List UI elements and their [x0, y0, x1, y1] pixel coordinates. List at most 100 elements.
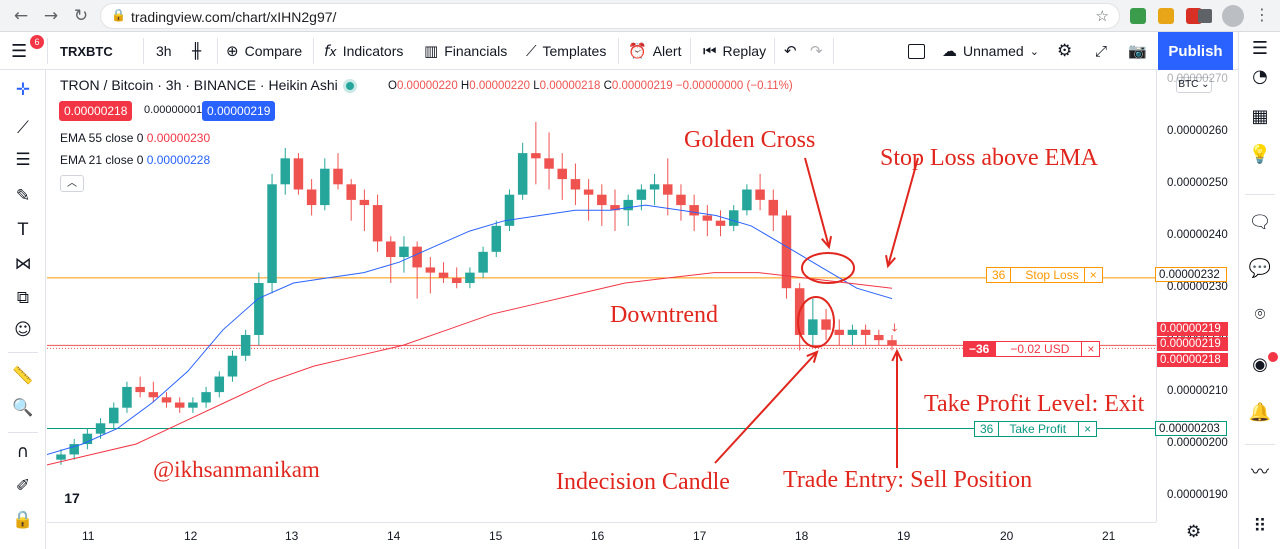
indicators-button[interactable]: fx Indicators	[324, 42, 404, 60]
candle-body	[227, 355, 238, 377]
magnet-icon[interactable]: ∩	[16, 442, 30, 462]
alert-button[interactable]: ⏰ Alert	[628, 42, 682, 60]
layout-name-button[interactable]: ☁ Unnamed ⌄	[942, 42, 1039, 60]
chat-icon[interactable]: 🗨	[1248, 212, 1272, 233]
live-stream-icon[interactable]: ◉	[1252, 354, 1268, 375]
indecision-candle-circle	[797, 296, 835, 348]
undo-icon[interactable]: ↶	[784, 42, 797, 60]
profile-avatar[interactable]	[1222, 5, 1244, 27]
bell-icon[interactable]: 🔔	[1248, 402, 1272, 423]
drag-handle-icon[interactable]: ⠿	[1253, 516, 1267, 537]
take-profit-close-icon[interactable]: ×	[1079, 421, 1098, 437]
drawing-toolbar: ✛ ⟋ ☰ ✎ T ⋈ ⧉ ☺ 📏 🔍 ∩ ✐ 🔒	[0, 70, 46, 549]
cloud-icon: ☁	[942, 42, 957, 60]
lock-drawing-icon[interactable]: ✐	[15, 476, 31, 496]
extension-icon-1[interactable]	[1130, 8, 1146, 24]
pattern-icon[interactable]: ⋈	[14, 254, 32, 274]
stop-loss-label[interactable]: 36 Stop Loss ×	[986, 267, 1103, 283]
calendar-icon[interactable]: ▦	[1251, 106, 1269, 127]
tradingview-logo[interactable]: 17	[58, 487, 86, 509]
candle-body	[728, 210, 739, 226]
fullscreen-toggle-icon[interactable]	[908, 32, 925, 70]
scale-settings-gear-icon[interactable]: ⚙	[1186, 522, 1202, 542]
reload-icon[interactable]: ↻	[73, 6, 89, 26]
entry-position-label[interactable]: −36 −0.02 USD ×	[963, 341, 1101, 357]
crosshair-icon[interactable]: ✛	[15, 80, 31, 100]
collapse-legend-button[interactable]: ︿	[60, 175, 84, 192]
templates-button[interactable]: ⟋ Templates	[526, 42, 607, 60]
time-tick-label: 21	[1102, 529, 1116, 543]
url-text[interactable]: tradingview.com/chart/xIHN2g97/	[131, 9, 337, 25]
ema21-legend[interactable]: EMA 21 close 0 0.00000228	[60, 153, 211, 167]
golden-cross-circle	[801, 252, 855, 284]
forward-icon[interactable]: →	[43, 6, 59, 26]
candle-type-icon[interactable]: ╫	[192, 42, 202, 60]
currency-selector[interactable]: BTC ⌄	[1176, 77, 1212, 93]
candle-body	[386, 241, 396, 258]
publish-button[interactable]: Publish	[1158, 32, 1233, 70]
streams-icon[interactable]: ⌾	[1254, 304, 1266, 325]
candle-body	[82, 433, 93, 445]
camera-icon[interactable]: 📷	[1128, 42, 1147, 60]
price-axis[interactable]: BTC ⌄	[1156, 70, 1238, 522]
prediction-icon[interactable]: ⧉	[16, 288, 30, 308]
entry-close-icon[interactable]: ×	[1082, 341, 1101, 357]
stop-loss-close-icon[interactable]: ×	[1084, 267, 1103, 283]
trend-line-icon[interactable]: ⟋	[17, 118, 29, 138]
price-tick-label: 0.00000230	[1167, 281, 1228, 294]
clock-icon[interactable]: ◔	[1252, 66, 1268, 87]
time-tick-label: 19	[897, 529, 911, 543]
candle-body	[254, 283, 264, 335]
watchlist-icon[interactable]: ☰	[1251, 38, 1269, 59]
zoom-in-icon[interactable]: 🔍	[12, 398, 34, 418]
ideas-lightbulb-icon[interactable]: 💡	[1248, 144, 1272, 165]
price-tick-label: 0.00000190	[1167, 489, 1228, 502]
candle-body	[610, 205, 620, 211]
extension-icon-2[interactable]	[1158, 8, 1174, 24]
candle-body	[860, 329, 871, 335]
bookmark-star-icon[interactable]: ☆	[1095, 7, 1109, 25]
price-tick-label: 0.00000240	[1167, 229, 1228, 242]
golden-cross-annotation: Golden Cross	[684, 127, 816, 153]
fib-retracement-icon[interactable]: ☰	[15, 150, 31, 170]
take-profit-label[interactable]: 36 Take Profit ×	[974, 421, 1098, 437]
indecision-arrow-head	[806, 350, 819, 363]
candle-body	[161, 397, 172, 403]
lock-icon[interactable]: 🔒	[12, 510, 34, 530]
ruler-icon[interactable]: 📏	[12, 366, 34, 386]
interval-selector[interactable]: 3h	[156, 43, 172, 59]
stop-loss-arrow	[887, 157, 919, 267]
spread-value: 0.00000001	[144, 104, 203, 116]
candle-body	[887, 340, 897, 346]
candle-body	[702, 215, 713, 221]
browser-menu-icon[interactable]: ⋮	[1254, 5, 1270, 24]
redo-icon[interactable]: ↷	[810, 42, 823, 60]
hotlist-icon[interactable]: 〰	[1251, 462, 1269, 483]
ohlc-values: O0.00000220 H0.00000220 L0.00000218 C0.0…	[388, 80, 793, 92]
emoji-icon[interactable]: ☺	[14, 320, 32, 340]
buy-price-button[interactable]: 0.00000219	[202, 101, 276, 121]
compare-button[interactable]: ⊕ Compare	[226, 42, 303, 60]
chart-legend-title[interactable]: TRON / Bitcoin · 3h · BINANCE · Heikin A…	[60, 77, 360, 93]
candle-body	[742, 189, 752, 211]
financials-button[interactable]: ▥ Financials	[424, 42, 508, 60]
price-chart[interactable]: ↓	[47, 70, 1156, 522]
templates-icon: ⟋	[526, 42, 537, 60]
replay-button[interactable]: ⏮ Replay	[703, 42, 767, 60]
main-menu-icon[interactable]: ☰	[11, 41, 28, 62]
time-axis[interactable]: 11 12 13 14 15 16 17 18 19 20 21	[47, 522, 1156, 549]
candle-body	[174, 402, 185, 408]
text-tool-icon[interactable]: T	[17, 220, 29, 240]
brush-icon[interactable]: ✎	[15, 186, 31, 206]
ema55-legend[interactable]: EMA 55 close 0 0.00000230	[60, 131, 211, 145]
fullscreen-icon[interactable]: ⤢	[1095, 42, 1108, 60]
messages-icon[interactable]: 💬	[1248, 258, 1272, 279]
sell-price-button[interactable]: 0.00000218	[59, 101, 133, 121]
indecision-candle-annotation: Indecision Candle	[556, 469, 730, 495]
puzzle-extensions-icon[interactable]	[1198, 9, 1212, 23]
back-icon[interactable]: ←	[13, 6, 29, 26]
settings-gear-icon[interactable]: ⚙	[1057, 41, 1073, 61]
candle-body	[320, 168, 330, 206]
address-bar[interactable]: 🔒 tradingview.com/chart/xIHN2g97/ ☆	[100, 3, 1120, 29]
symbol-search[interactable]: TRXBTC	[60, 43, 113, 59]
